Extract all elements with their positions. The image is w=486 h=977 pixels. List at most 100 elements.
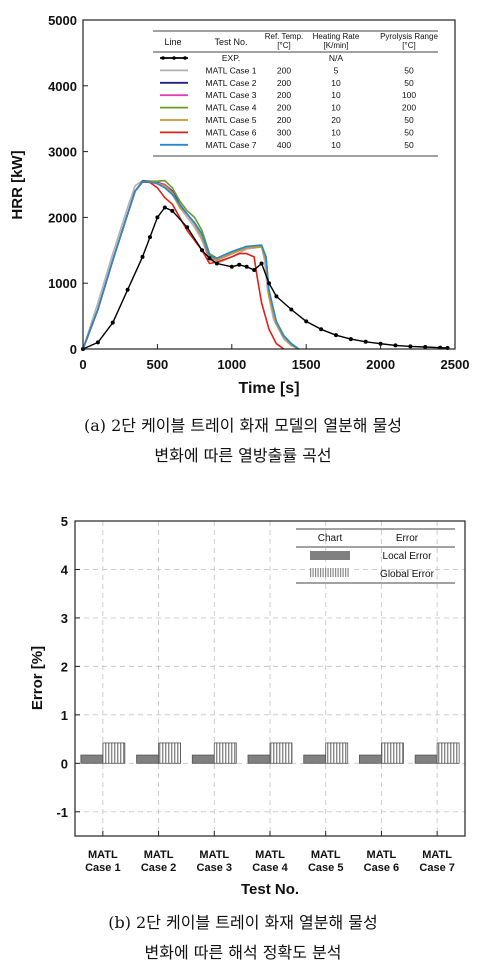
hrr-legend-table: Line Test No. Ref. Temp. [°C] Heating Rate [K…: [153, 30, 438, 157]
x-tick-label: MATL Case 7: [419, 849, 454, 874]
hrr-x-axis-label: Time [s]: [238, 380, 299, 397]
y-tick-label: 1000: [48, 276, 77, 291]
data-point: [214, 261, 219, 266]
global-error-bar: [436, 742, 460, 764]
legend-test-no: MATL Case 1: [205, 65, 256, 75]
data-point: [229, 264, 234, 269]
series-line: [82, 181, 300, 350]
data-point: [110, 320, 115, 325]
x-tick-label: MATL Case 4: [252, 849, 288, 874]
y-tick-label: 2000: [48, 210, 77, 225]
x-tick-label: MATL Case 6: [364, 849, 399, 874]
data-point: [378, 341, 383, 346]
legend-header: Line: [164, 37, 181, 47]
data-point: [252, 268, 257, 273]
legend-heating-rate: 10: [331, 103, 341, 113]
data-point: [185, 225, 190, 230]
error-legend-table: Chart Error Local Error Global Error: [296, 528, 455, 584]
y-tick-label: 3000: [48, 145, 77, 160]
legend-marker: [183, 56, 187, 60]
y-tick-label: 4: [61, 562, 69, 577]
y-tick-label: 0: [61, 756, 68, 771]
legend-test-no: MATL Case 2: [205, 78, 256, 88]
data-point: [363, 339, 368, 344]
caption-b-line1: (b) 2단 케이블 트레이 화재 열분해 물성: [108, 913, 378, 932]
error-chart: Chart Error Local Error Global Error -1 0 1 2 3…: [29, 514, 466, 898]
x-tick-label: 1500: [292, 357, 321, 372]
y-tick-label: -1: [56, 805, 68, 820]
data-point: [125, 287, 130, 292]
y-tick-label: 5: [61, 514, 68, 529]
data-point: [140, 254, 145, 259]
error-y-axis-label: Error [%]: [29, 646, 46, 710]
data-point: [333, 333, 338, 338]
legend-ref-temp: 200: [277, 65, 291, 75]
hrr-y-axis-label: HRR [kW]: [9, 150, 26, 219]
data-point: [147, 235, 152, 240]
data-point: [170, 208, 175, 213]
legend-ref-temp: 200: [277, 90, 291, 100]
legend-heating-rate: 5: [334, 65, 339, 75]
x-tick-label: 2000: [366, 357, 395, 372]
legend-test-no: MATL Case 4: [205, 103, 256, 113]
legend-header: Pyrolysis Range [°C]: [380, 32, 438, 50]
legend-pyrolysis: 50: [404, 65, 414, 75]
data-point: [95, 340, 100, 345]
legend-ref-temp: 200: [277, 115, 291, 125]
series-line: [82, 179, 300, 350]
legend-test-no: MATL Case 3: [205, 90, 256, 100]
global-error-bar: [269, 742, 293, 764]
data-point: [274, 294, 279, 299]
caption-a-line1: (a) 2단 케이블 트레이 화재 모델의 열분해 물성: [84, 416, 402, 435]
data-point: [155, 215, 160, 220]
legend-header: Ref. Temp. [°C]: [265, 32, 304, 50]
x-tick-label: 2500: [441, 357, 470, 372]
legend-test-no: EXP.: [222, 53, 240, 63]
legend-swatch-global: [310, 568, 350, 577]
x-tick-label: MATL Case 2: [141, 849, 176, 874]
data-point: [162, 205, 167, 210]
data-point: [207, 256, 212, 261]
local-error-bar: [80, 754, 104, 764]
data-point: [423, 345, 428, 350]
legend-test-no: MATL Case 5: [205, 115, 256, 125]
legend-swatch-local: [310, 551, 350, 560]
x-tick-label: 1000: [217, 357, 246, 372]
y-tick-label: 2: [61, 659, 68, 674]
data-point: [259, 261, 264, 266]
legend-heating-rate: 10: [331, 90, 341, 100]
legend-header: Test No.: [214, 37, 247, 47]
data-point: [304, 319, 309, 324]
data-point: [237, 262, 242, 267]
legend-label: Local Error: [383, 551, 433, 562]
caption-b-line2: 변화에 따른 해석 정확도 분석: [145, 943, 342, 962]
legend-marker: [161, 56, 165, 60]
error-grid: [75, 520, 465, 836]
local-error-bar: [191, 754, 215, 764]
local-error-bar: [359, 754, 382, 764]
legend-header: Error: [396, 533, 419, 544]
hrr-series-group: [81, 179, 450, 351]
y-tick-label: 3: [61, 611, 68, 626]
error-x-axis-label: Test No.: [241, 881, 299, 898]
legend-heating-rate: 20: [331, 115, 341, 125]
global-error-bar: [325, 742, 349, 764]
y-tick-label: 4000: [48, 79, 77, 94]
global-error-bar: [158, 742, 181, 764]
x-tick-label: 500: [147, 357, 169, 372]
legend-ref-temp: 200: [277, 78, 291, 88]
legend-pyrolysis: 50: [404, 127, 414, 137]
legend-heating-rate: 10: [331, 140, 341, 150]
legend-heating-rate: N/A: [329, 53, 344, 63]
hrr-chart: Line Test No. Ref. Temp. [°C] Heating Rate [K…: [9, 13, 469, 397]
legend-header: Chart: [318, 533, 343, 544]
global-error-bar: [102, 742, 126, 764]
local-error-bar: [136, 754, 159, 764]
data-point: [408, 344, 413, 349]
x-tick-label: MATL Case 5: [308, 849, 343, 874]
y-tick-label: 5000: [48, 13, 77, 28]
legend-test-no: MATL Case 7: [205, 140, 256, 150]
legend-pyrolysis: 100: [402, 90, 416, 100]
legend-heating-rate: 10: [331, 127, 341, 137]
